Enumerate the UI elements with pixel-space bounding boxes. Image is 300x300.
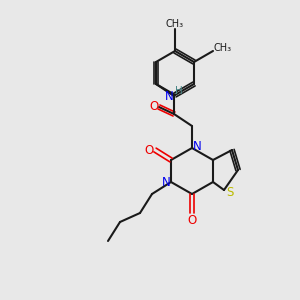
Text: O: O xyxy=(188,214,196,226)
Text: N: N xyxy=(162,176,170,188)
Text: H: H xyxy=(175,86,183,96)
Text: CH₃: CH₃ xyxy=(214,43,232,53)
Text: O: O xyxy=(144,143,154,157)
Text: N: N xyxy=(193,140,201,152)
Text: O: O xyxy=(149,100,159,113)
Text: N: N xyxy=(165,89,173,103)
Text: CH₃: CH₃ xyxy=(166,19,184,29)
Text: S: S xyxy=(226,187,234,200)
